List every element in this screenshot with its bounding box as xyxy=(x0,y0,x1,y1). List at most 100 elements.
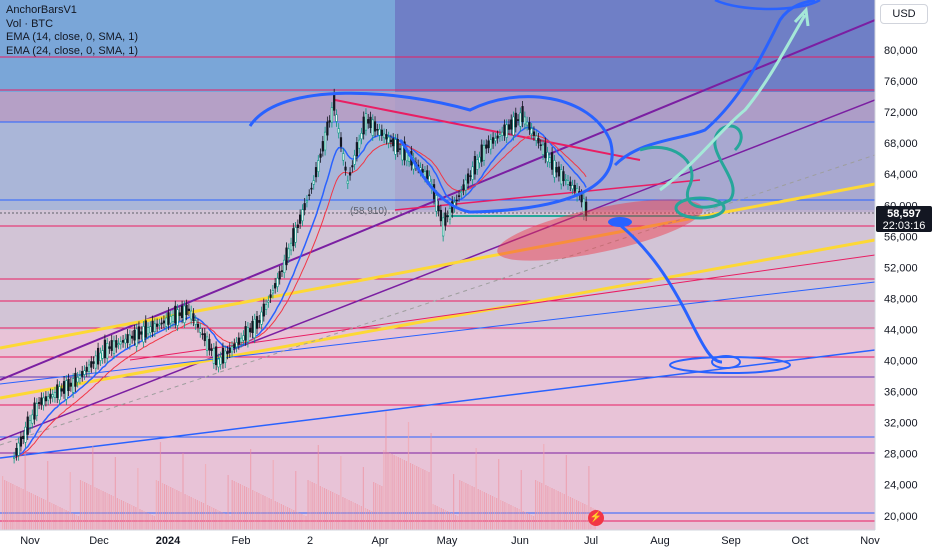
volume-bar xyxy=(174,489,176,530)
volume-bar xyxy=(336,494,338,530)
candle-body xyxy=(294,227,297,243)
candle-body xyxy=(278,271,281,280)
volume-bar xyxy=(57,506,59,530)
volume-bar xyxy=(403,460,405,530)
volume-bar xyxy=(387,452,389,530)
candle-body xyxy=(31,414,34,424)
candle-body xyxy=(460,191,463,194)
candle-body xyxy=(548,157,551,163)
volume-bar xyxy=(539,482,541,530)
volume-bar xyxy=(459,480,461,530)
legend-ema14[interactable]: EMA (14, close, 0, SMA, 1) xyxy=(6,31,139,43)
volume-bar xyxy=(565,455,567,530)
lightning-icon[interactable]: ⚡ xyxy=(588,510,604,526)
candle-body xyxy=(532,131,536,136)
volume-bar xyxy=(399,458,401,530)
volume-bar xyxy=(133,506,135,530)
candle-body xyxy=(323,131,327,151)
candle-body xyxy=(528,122,531,130)
candle-body xyxy=(47,396,50,401)
legend-volume[interactable]: Vol · BTC xyxy=(6,17,54,30)
volume-bar xyxy=(289,508,291,530)
candle-body xyxy=(376,128,379,131)
candle-body xyxy=(171,315,175,323)
volume-bar xyxy=(461,481,463,530)
candle-body xyxy=(392,138,395,147)
volume-bar xyxy=(295,471,297,530)
volume-bar xyxy=(405,461,408,530)
candle-body xyxy=(274,283,277,289)
volume-bar xyxy=(227,475,229,530)
currency-button[interactable]: USD xyxy=(880,4,928,24)
candle-body xyxy=(106,342,109,359)
candle-body xyxy=(337,128,340,134)
candle-body xyxy=(162,320,166,324)
volume-bar xyxy=(96,488,98,530)
volume-bar xyxy=(364,508,367,530)
candle-body xyxy=(78,375,82,379)
candle-body xyxy=(516,119,520,121)
candle-body xyxy=(580,194,583,203)
volume-bar xyxy=(219,511,221,530)
volume-bar xyxy=(453,474,455,530)
candle-body xyxy=(519,112,522,127)
legend: AnchorBarsV1 Vol · BTC EMA (14, close, 0… xyxy=(6,4,138,58)
candle-body xyxy=(462,184,465,191)
candle-body xyxy=(192,313,195,322)
ema24-line xyxy=(14,135,587,458)
volume-bar xyxy=(90,485,92,530)
candle-body xyxy=(396,138,399,152)
time-axis[interactable] xyxy=(0,530,932,550)
candle-body xyxy=(131,335,134,339)
price-axis[interactable] xyxy=(875,0,932,550)
volume-bar xyxy=(582,503,584,530)
volume-bar xyxy=(176,490,178,530)
candle-body xyxy=(437,205,440,212)
time-axis-ticks: Nov Dec 2024 Feb 2 Apr May Jun Jul Aug Sep Oct Nov xyxy=(20,535,880,547)
candle-body xyxy=(562,171,565,182)
candle-body xyxy=(512,116,515,136)
candle-body xyxy=(321,141,324,152)
volume-bar xyxy=(69,472,71,530)
volume-bar xyxy=(233,481,235,530)
candle-body xyxy=(339,137,343,147)
candle-body xyxy=(539,144,542,147)
candle-body xyxy=(553,160,556,178)
volume-bar xyxy=(576,500,578,530)
volume-bar xyxy=(463,482,465,530)
legend-title[interactable]: AnchorBarsV1 xyxy=(6,4,77,16)
candle-body xyxy=(144,320,147,338)
candle-body xyxy=(573,184,576,192)
volume-bar xyxy=(528,514,531,530)
candle-body xyxy=(169,316,172,324)
volume-bar xyxy=(135,507,137,530)
volume-bar xyxy=(120,500,123,530)
volume-bar xyxy=(235,482,237,530)
candle-body xyxy=(348,172,352,176)
candle-body xyxy=(203,333,206,342)
volume-bar xyxy=(151,515,153,530)
volume-bar xyxy=(487,494,490,530)
volume-bar xyxy=(522,511,524,530)
candle-body xyxy=(230,346,234,353)
volume-bar xyxy=(178,491,180,530)
price-axis-ticks: 80,00076,00072,00068,00064,00060,00056,0… xyxy=(884,45,918,523)
candle-body xyxy=(276,277,279,287)
volume-bar xyxy=(586,505,588,530)
volume-bar xyxy=(223,513,225,530)
teal-ring-drawing xyxy=(674,196,726,220)
volume-bar xyxy=(530,515,533,530)
volume-bar xyxy=(34,495,36,530)
legend-ema24[interactable]: EMA (24, close, 0, SMA, 1) xyxy=(6,44,139,57)
volume-bar xyxy=(537,481,539,530)
candle-body xyxy=(312,180,315,185)
volume-bar xyxy=(549,487,551,530)
volume-bar xyxy=(448,512,451,530)
candle-body xyxy=(101,350,104,359)
volume-bar xyxy=(518,509,520,530)
candle-body xyxy=(35,403,38,417)
volume-bar xyxy=(45,500,47,530)
volume-bar xyxy=(10,483,12,530)
candle-body xyxy=(305,200,309,203)
